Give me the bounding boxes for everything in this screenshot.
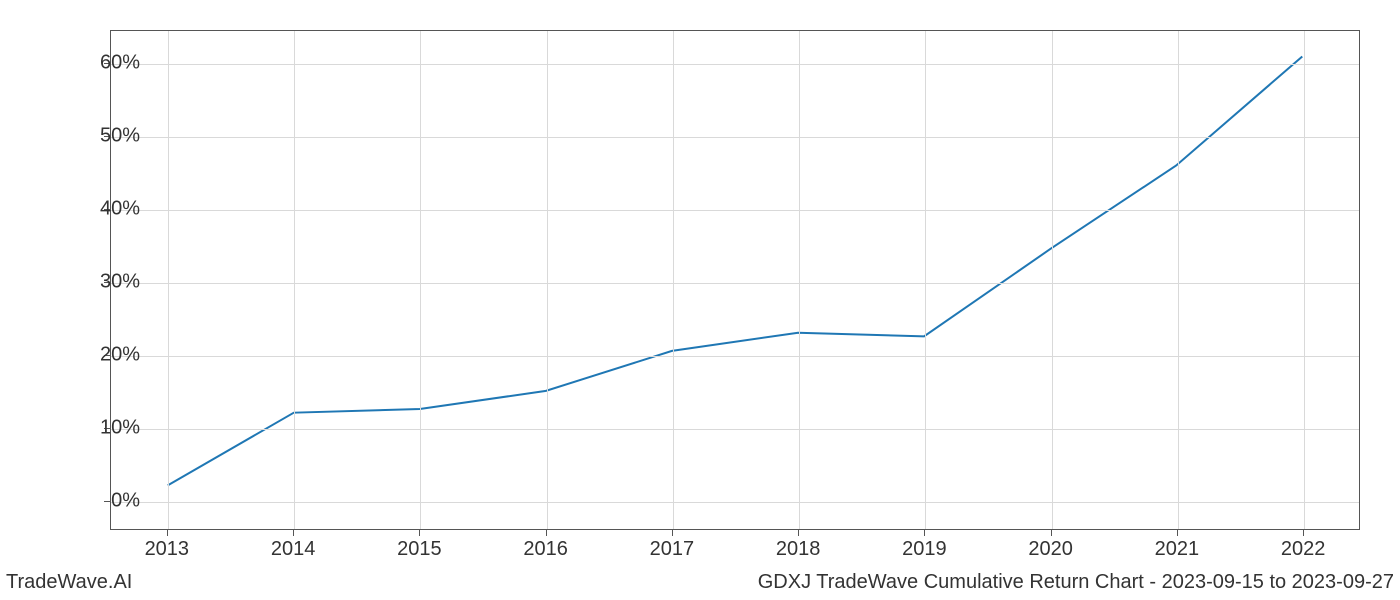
grid-line-horizontal — [111, 356, 1359, 357]
y-tick-mark — [104, 501, 110, 502]
grid-line-horizontal — [111, 210, 1359, 211]
grid-line-horizontal — [111, 283, 1359, 284]
footer-caption: GDXJ TradeWave Cumulative Return Chart -… — [758, 571, 1394, 594]
grid-line-vertical — [1052, 31, 1053, 529]
y-tick-label: 20% — [100, 343, 140, 366]
grid-line-horizontal — [111, 64, 1359, 65]
x-tick-mark — [672, 530, 673, 536]
y-tick-label: 0% — [111, 489, 140, 512]
grid-line-vertical — [420, 31, 421, 529]
grid-line-horizontal — [111, 137, 1359, 138]
x-tick-label: 2016 — [523, 538, 568, 561]
y-tick-label: 60% — [100, 51, 140, 74]
x-tick-mark — [546, 530, 547, 536]
y-tick-label: 30% — [100, 270, 140, 293]
x-tick-label: 2019 — [902, 538, 947, 561]
grid-line-vertical — [547, 31, 548, 529]
x-tick-mark — [924, 530, 925, 536]
grid-line-vertical — [925, 31, 926, 529]
grid-line-vertical — [168, 31, 169, 529]
y-tick-label: 10% — [100, 416, 140, 439]
x-tick-mark — [798, 530, 799, 536]
x-tick-mark — [1177, 530, 1178, 536]
x-tick-mark — [1303, 530, 1304, 536]
y-tick-label: 40% — [100, 197, 140, 220]
x-tick-mark — [167, 530, 168, 536]
grid-line-horizontal — [111, 502, 1359, 503]
x-tick-label: 2013 — [145, 538, 190, 561]
x-tick-label: 2021 — [1155, 538, 1200, 561]
x-tick-label: 2015 — [397, 538, 442, 561]
x-tick-label: 2014 — [271, 538, 316, 561]
x-tick-mark — [1051, 530, 1052, 536]
grid-line-vertical — [799, 31, 800, 529]
chart-container: 2013201420152016201720182019202020212022 — [110, 30, 1360, 530]
grid-line-horizontal — [111, 429, 1359, 430]
x-tick-label: 2017 — [650, 538, 695, 561]
line-series — [111, 31, 1359, 529]
grid-line-vertical — [1304, 31, 1305, 529]
grid-line-vertical — [1178, 31, 1179, 529]
grid-line-vertical — [673, 31, 674, 529]
x-tick-mark — [419, 530, 420, 536]
x-tick-label: 2022 — [1281, 538, 1326, 561]
y-tick-label: 50% — [100, 124, 140, 147]
x-tick-mark — [293, 530, 294, 536]
grid-line-vertical — [294, 31, 295, 529]
footer-brand: TradeWave.AI — [6, 571, 132, 594]
x-tick-label: 2020 — [1028, 538, 1073, 561]
x-tick-label: 2018 — [776, 538, 821, 561]
plot-area — [110, 30, 1360, 530]
